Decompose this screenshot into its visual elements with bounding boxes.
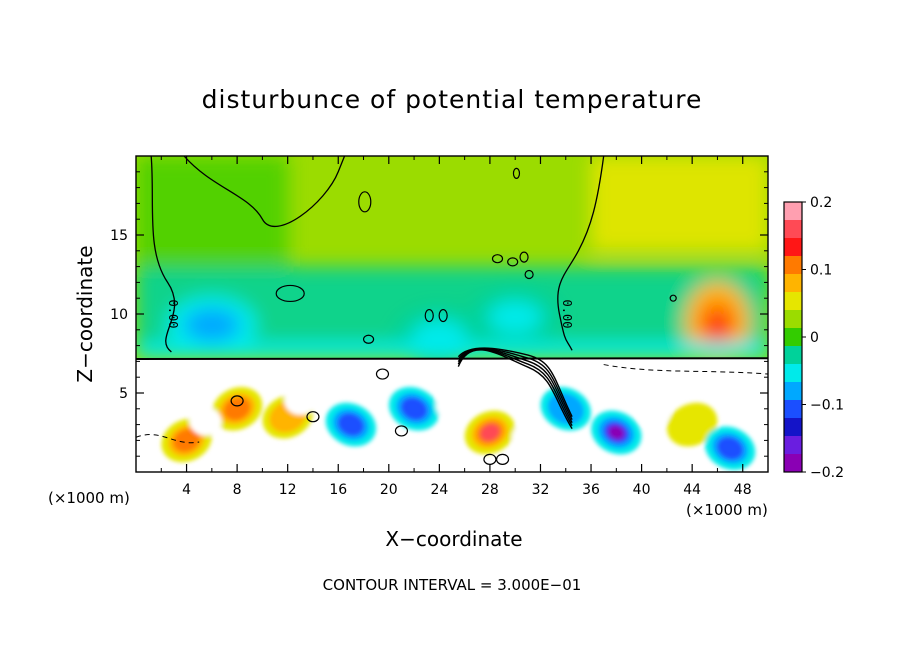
closed-contour bbox=[519, 251, 529, 263]
x-tick-label: 20 bbox=[380, 482, 398, 498]
colorbar-tick-label: 0 bbox=[810, 330, 819, 346]
closed-contour bbox=[424, 308, 434, 323]
upper-feature-core bbox=[499, 312, 532, 331]
field-lower bbox=[136, 362, 768, 472]
closed-contour bbox=[275, 284, 305, 303]
contour-value-label: 0.00 bbox=[560, 300, 574, 329]
colorbar-segment bbox=[784, 256, 802, 275]
dense-contour bbox=[457, 349, 573, 430]
upper-anomalies bbox=[136, 156, 768, 358]
x-tick-label: 24 bbox=[430, 482, 448, 498]
x-tick-label: 12 bbox=[279, 482, 297, 498]
neutral-band bbox=[136, 156, 288, 267]
lower-plume-core bbox=[284, 386, 317, 415]
lower-feature-level bbox=[224, 397, 251, 421]
colorbar-tick-label: −0.1 bbox=[810, 398, 844, 414]
closed-contour bbox=[669, 294, 677, 302]
vortex-contour bbox=[306, 411, 320, 423]
x-unit-label: (×1000 m) bbox=[686, 501, 768, 519]
x-tick-label: 32 bbox=[532, 482, 550, 498]
closed-contour bbox=[512, 167, 521, 179]
zero-contour bbox=[557, 156, 605, 351]
lower-feature-level bbox=[609, 426, 624, 439]
colorbar-segment bbox=[784, 310, 802, 329]
closed-contour bbox=[491, 254, 504, 264]
x-tick-label: 48 bbox=[734, 482, 752, 498]
zero-contour bbox=[183, 156, 346, 227]
vortex-contour bbox=[394, 425, 409, 437]
x-tick-label: 4 bbox=[182, 482, 191, 498]
warm-band bbox=[591, 156, 768, 251]
x-tick-label: 28 bbox=[481, 482, 499, 498]
closed-contour bbox=[438, 308, 448, 323]
dashed-contour bbox=[136, 434, 200, 444]
colorbar-tick-label: 0.2 bbox=[810, 195, 832, 211]
x-tick-label: 36 bbox=[582, 482, 600, 498]
colorbar-segment bbox=[784, 220, 802, 239]
colorbar: 0.2 0.1 0 −0.1 −0.2 bbox=[783, 195, 844, 481]
x-tick-label: 40 bbox=[633, 482, 651, 498]
field-upper bbox=[136, 156, 768, 358]
vortex-contour bbox=[495, 453, 510, 465]
colorbar-segment bbox=[784, 274, 802, 293]
colorbar-segment bbox=[784, 292, 802, 311]
colorbar-segment bbox=[784, 238, 802, 257]
x-tick-label: 8 bbox=[233, 482, 242, 498]
closed-contour bbox=[362, 334, 375, 344]
colorbar-segment bbox=[784, 328, 802, 347]
vortex-contour bbox=[230, 395, 244, 407]
colorbar-segment bbox=[784, 202, 802, 221]
colorbar-tick-label: −0.2 bbox=[810, 465, 844, 481]
lower-feature-level bbox=[717, 436, 744, 460]
x-tick-label: 44 bbox=[683, 482, 701, 498]
colorbar-segment bbox=[784, 454, 802, 473]
contour-lines: 0.00 0.00 bbox=[136, 156, 768, 465]
colorbar-segment bbox=[784, 436, 802, 455]
x-axis-label: X−coordinate bbox=[0, 527, 904, 551]
colorbar-segment bbox=[784, 418, 802, 437]
inversion-contour bbox=[136, 357, 768, 361]
lower-feature-level bbox=[480, 424, 500, 441]
lower-plume-core bbox=[511, 423, 544, 452]
colorbar-segment bbox=[784, 346, 802, 365]
closed-contour bbox=[507, 257, 519, 267]
contour-interval-note: CONTOUR INTERVAL = 3.000E−01 bbox=[0, 576, 904, 594]
y-tick-label: 5 bbox=[119, 386, 128, 402]
y-tick-label: 10 bbox=[110, 307, 128, 323]
colorbar-segment bbox=[784, 364, 802, 383]
z-unit-label: (×1000 m) bbox=[48, 489, 130, 507]
zero-contour bbox=[150, 156, 176, 353]
lower-plume-core bbox=[436, 391, 468, 420]
lower-feature-level bbox=[401, 397, 428, 421]
lower-feature-level bbox=[337, 413, 364, 436]
vortex-contour bbox=[375, 368, 390, 380]
contour-value-label: 0.00 bbox=[166, 300, 180, 329]
closed-contour bbox=[524, 269, 534, 280]
contour-interval-text: CONTOUR INTERVAL = 3.000E−01 bbox=[322, 576, 582, 594]
colorbar-segment bbox=[784, 400, 802, 419]
colorbar-segment bbox=[784, 382, 802, 401]
x-axis-label-text: X−coordinate bbox=[385, 527, 523, 551]
lower-anomalies bbox=[161, 386, 756, 471]
colorbar-tick-label: 0.1 bbox=[810, 263, 832, 279]
inversion-cool-strip bbox=[136, 342, 768, 358]
lower-feature-level bbox=[173, 429, 200, 452]
upper-feature-core bbox=[706, 313, 729, 338]
x-tick-label: 16 bbox=[329, 482, 347, 498]
lower-plume-core bbox=[638, 397, 671, 426]
lower-feature-level bbox=[667, 402, 718, 447]
lower-plume-core bbox=[189, 407, 222, 436]
upper-feature-core bbox=[195, 320, 228, 339]
chart-title: disturbunce of potential temperature bbox=[201, 85, 703, 114]
y-tick-label: 15 bbox=[110, 228, 128, 244]
closed-contour bbox=[358, 191, 372, 213]
